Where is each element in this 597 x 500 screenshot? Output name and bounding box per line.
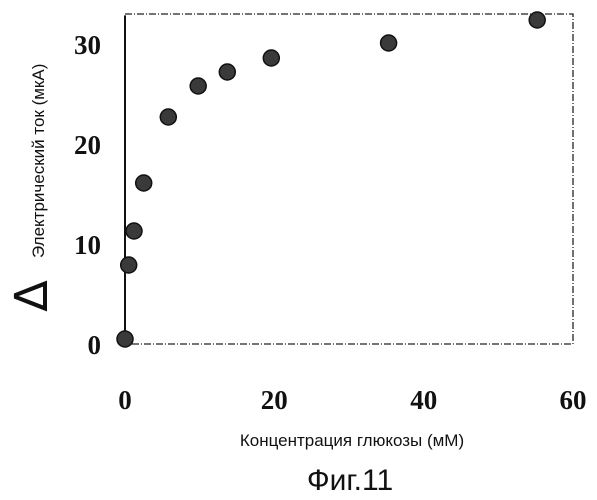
- x-tick-labels: 0 20 40 60: [118, 385, 586, 415]
- data-point: [117, 331, 133, 347]
- delta-symbol: ∆: [4, 280, 58, 312]
- data-point: [126, 223, 142, 239]
- x-tick-label: 20: [261, 385, 288, 415]
- y-axis-title-text: Электрический ток (мкА): [29, 64, 48, 258]
- y-tick-label: 0: [88, 330, 102, 360]
- figure-caption: Фиг.11: [307, 464, 393, 497]
- data-point: [381, 35, 397, 51]
- x-tick-label: 60: [560, 385, 587, 415]
- y-tick-label: 10: [74, 230, 101, 260]
- data-point: [160, 109, 176, 125]
- data-point: [121, 257, 137, 273]
- data-point: [219, 64, 235, 80]
- y-tick-label: 20: [74, 130, 101, 160]
- data-point: [529, 12, 545, 28]
- y-tick-label: 30: [74, 30, 101, 60]
- x-tick-label: 0: [118, 385, 132, 415]
- data-point: [263, 50, 279, 66]
- y-axis-title: ∆ Электрический ток (мкА): [4, 64, 58, 313]
- plot-border: [125, 14, 573, 344]
- y-tick-labels: 0 10 20 30: [74, 30, 101, 360]
- data-point: [136, 175, 152, 191]
- data-points: [117, 12, 545, 347]
- x-axis-title: Концентрация глюкозы (мМ): [240, 431, 464, 450]
- plot-frame: [125, 14, 573, 344]
- x-tick-label: 40: [410, 385, 437, 415]
- data-point: [190, 78, 206, 94]
